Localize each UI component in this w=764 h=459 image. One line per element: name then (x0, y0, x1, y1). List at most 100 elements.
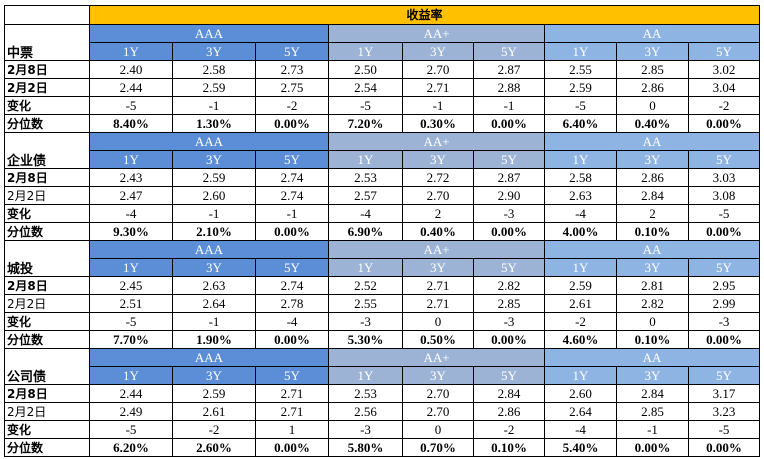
value-cell: 2.84 (616, 186, 689, 205)
value-cell: 2.59 (544, 276, 617, 295)
row-label: 2月2日 (4, 294, 90, 313)
value-cell: 3.04 (688, 78, 760, 97)
value-cell: 0.70% (402, 438, 474, 457)
value-cell: -5 (544, 96, 617, 115)
tenor-header: 5Y (255, 150, 329, 169)
table-row: 变化 -5 -1 -4 -3 0 -3 -2 0 -3 (4, 312, 760, 331)
value-cell: 2.60 (544, 384, 617, 403)
tenor-header: 3Y (172, 258, 256, 277)
tenor-header: 5Y (255, 258, 329, 277)
value-cell: 2.49 (89, 402, 173, 421)
group-header-row: 企业债 AAA AA+ AA (4, 132, 760, 169)
value-cell: 0.10% (616, 222, 689, 241)
value-cell: 2.45 (89, 276, 173, 295)
value-cell: 0 (402, 312, 474, 331)
value-cell: 2.90 (473, 186, 545, 205)
tenor-header: 1Y (328, 42, 403, 61)
value-cell: 2 (616, 204, 689, 223)
value-cell: 0.30% (402, 114, 474, 133)
value-cell: 0.00% (473, 330, 545, 349)
tenor-header: 1Y (89, 258, 173, 277)
value-cell: 2.59 (172, 384, 256, 403)
value-cell: 2.57 (328, 186, 403, 205)
value-cell: 3.23 (688, 402, 760, 421)
value-cell: -5 (89, 312, 173, 331)
value-cell: -5 (328, 96, 403, 115)
value-cell: 0.00% (688, 222, 760, 241)
tenor-header: 1Y (89, 42, 173, 61)
value-cell: 2.70 (402, 402, 474, 421)
value-cell: 2.63 (172, 276, 256, 295)
value-cell: 2.61 (172, 402, 256, 421)
section-label: 中票 (4, 24, 90, 61)
group-header-aa-plus: AA+ (328, 24, 545, 43)
value-cell: 0.40% (402, 222, 474, 241)
title-row: 收益率 (4, 5, 760, 25)
row-label: 分位数 (4, 330, 90, 349)
value-cell: -1 (402, 96, 474, 115)
value-cell: -5 (688, 420, 760, 439)
tenor-header: 3Y (616, 42, 689, 61)
value-cell: -1 (255, 204, 329, 223)
tenor-header: 5Y (688, 42, 760, 61)
value-cell: -3 (328, 420, 403, 439)
value-cell: 7.70% (89, 330, 173, 349)
row-label: 变化 (4, 420, 90, 439)
value-cell: 6.90% (328, 222, 403, 241)
tenor-header: 3Y (172, 42, 256, 61)
tenor-header: 3Y (172, 150, 256, 169)
value-cell: 2.55 (328, 294, 403, 313)
group-header-aaa: AAA (89, 240, 329, 259)
value-cell: 2.71 (402, 78, 474, 97)
row-label: 2月2日 (4, 186, 90, 205)
tenor-header: 3Y (616, 258, 689, 277)
tenor-header: 1Y (89, 366, 173, 385)
value-cell: 2.53 (328, 384, 403, 403)
value-cell: 2.58 (544, 168, 617, 187)
section-label: 公司债 (4, 348, 90, 385)
row-label: 2月2日 (4, 402, 90, 421)
row-label: 分位数 (4, 114, 90, 133)
tenor-header-row: 1Y 3Y 5Y 1Y 3Y 5Y 1Y 3Y 5Y (5, 258, 760, 277)
group-header-aa-plus: AA+ (328, 240, 545, 259)
tenor-header: 1Y (89, 150, 173, 169)
value-cell: 0.00% (688, 114, 760, 133)
value-cell: 0 (616, 96, 689, 115)
value-cell: 2.74 (255, 276, 329, 295)
row-label: 变化 (4, 204, 90, 223)
tenor-header: 5Y (473, 258, 545, 277)
value-cell: 2.51 (89, 294, 173, 313)
value-cell: 2.88 (473, 78, 545, 97)
value-cell: 2.81 (616, 276, 689, 295)
value-cell: -3 (688, 312, 760, 331)
value-cell: 2.44 (89, 78, 173, 97)
value-cell: 2.74 (255, 186, 329, 205)
value-cell: 2.43 (89, 168, 173, 187)
table-row: 变化 -5 -2 1 -3 0 -2 -4 -1 -5 (4, 420, 760, 439)
value-cell: 2.53 (328, 168, 403, 187)
value-cell: 0.00% (255, 438, 329, 457)
table-row: 2月8日 2.40 2.58 2.73 2.50 2.70 2.87 2.55 2.85 3.02 (4, 60, 760, 79)
value-cell: 5.30% (328, 330, 403, 349)
value-cell: 2.71 (402, 276, 474, 295)
value-cell: 3.17 (688, 384, 760, 403)
tenor-header: 5Y (473, 150, 545, 169)
value-cell: 2.71 (255, 402, 329, 421)
value-cell: 2 (402, 204, 474, 223)
tenor-header: 1Y (544, 366, 617, 385)
value-cell: 0.40% (616, 114, 689, 133)
value-cell: 2.82 (616, 294, 689, 313)
value-cell: 5.40% (544, 438, 617, 457)
value-cell: 2.60% (172, 438, 256, 457)
value-cell: -1 (172, 204, 256, 223)
value-cell: 2.56 (328, 402, 403, 421)
section-label: 企业债 (4, 132, 90, 169)
group-header-aa: AA (544, 24, 760, 43)
tenor-header: 3Y (402, 150, 474, 169)
tenor-header: 3Y (172, 366, 256, 385)
value-cell: 2.82 (473, 276, 545, 295)
value-cell: 2.60 (172, 186, 256, 205)
value-cell: -2 (473, 420, 545, 439)
value-cell: 2.71 (255, 384, 329, 403)
value-cell: -1 (172, 312, 256, 331)
